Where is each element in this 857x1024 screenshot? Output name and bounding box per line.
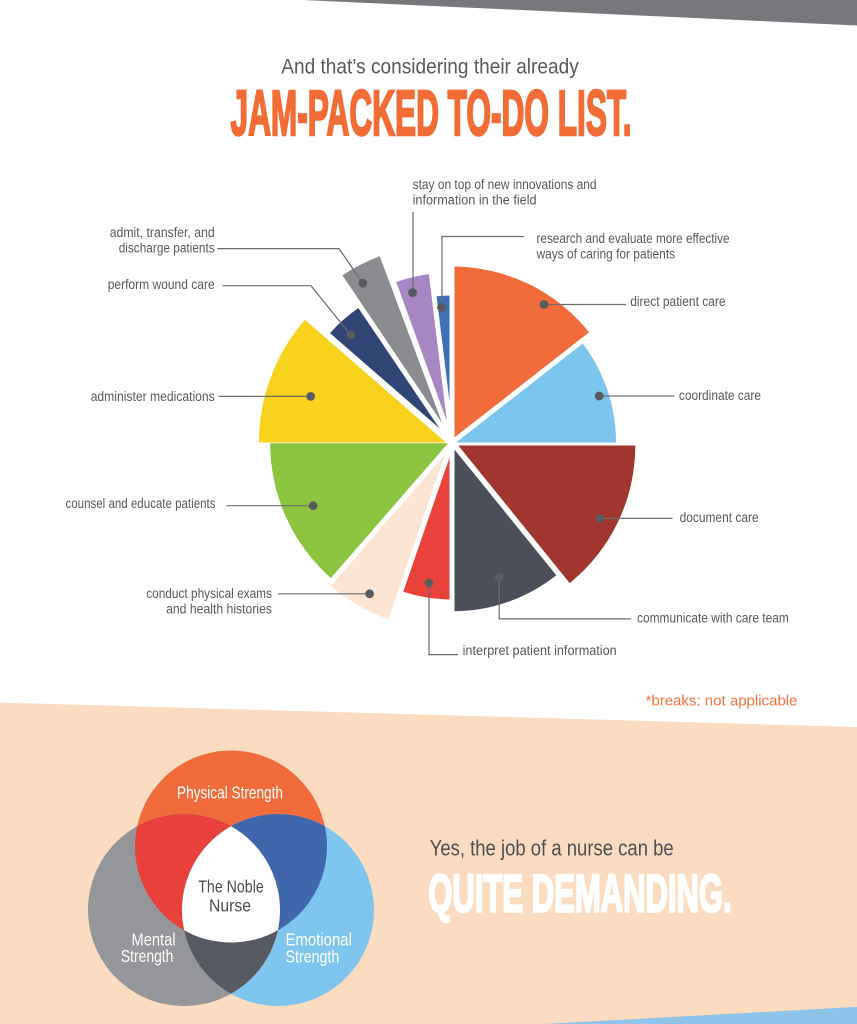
- svg-text:And that’s considering their a: And that’s considering their already: [281, 55, 579, 79]
- svg-text:communicate with care team: communicate with care team: [637, 611, 789, 626]
- svg-text:QUITE DEMANDING.: QUITE DEMANDING.: [428, 865, 731, 924]
- svg-text:admit, transfer, and: admit, transfer, and: [110, 225, 215, 240]
- svg-text:Yes, the job of a nurse can be: Yes, the job of a nurse can be: [430, 836, 674, 861]
- svg-text:Physical Strength: Physical Strength: [177, 783, 283, 803]
- svg-text:Mental: Mental: [132, 929, 176, 949]
- svg-text:research and evaluate more eff: research and evaluate more effective: [537, 231, 730, 246]
- svg-text:ways of caring for patients: ways of caring for patients: [536, 247, 676, 262]
- svg-text:interpret patient information: interpret patient information: [463, 643, 617, 658]
- svg-text:information in the field: information in the field: [413, 193, 537, 208]
- svg-text:administer medications: administer medications: [91, 389, 215, 404]
- svg-text:*breaks: not applicable: *breaks: not applicable: [646, 693, 798, 710]
- svg-text:counsel and educate patients: counsel and educate patients: [66, 496, 216, 511]
- svg-text:direct patient care: direct patient care: [630, 294, 725, 309]
- svg-text:JAM-PACKED TO-DO LIST.: JAM-PACKED TO-DO LIST.: [231, 77, 632, 149]
- svg-text:stay on top of new innovations: stay on top of new innovations and: [413, 177, 597, 192]
- svg-text:Strength: Strength: [286, 946, 340, 966]
- svg-text:discharge patients: discharge patients: [119, 241, 215, 256]
- svg-text:and health histories: and health histories: [166, 602, 272, 617]
- svg-text:Strength: Strength: [121, 946, 174, 966]
- svg-text:The Noble: The Noble: [198, 877, 264, 897]
- svg-text:Emotional: Emotional: [286, 929, 352, 949]
- svg-text:conduct physical exams: conduct physical exams: [146, 586, 272, 601]
- svg-text:Nurse: Nurse: [209, 896, 251, 916]
- svg-text:document care: document care: [680, 510, 759, 525]
- svg-text:perform wound care: perform wound care: [108, 277, 215, 292]
- svg-text:coordinate care: coordinate care: [679, 388, 761, 403]
